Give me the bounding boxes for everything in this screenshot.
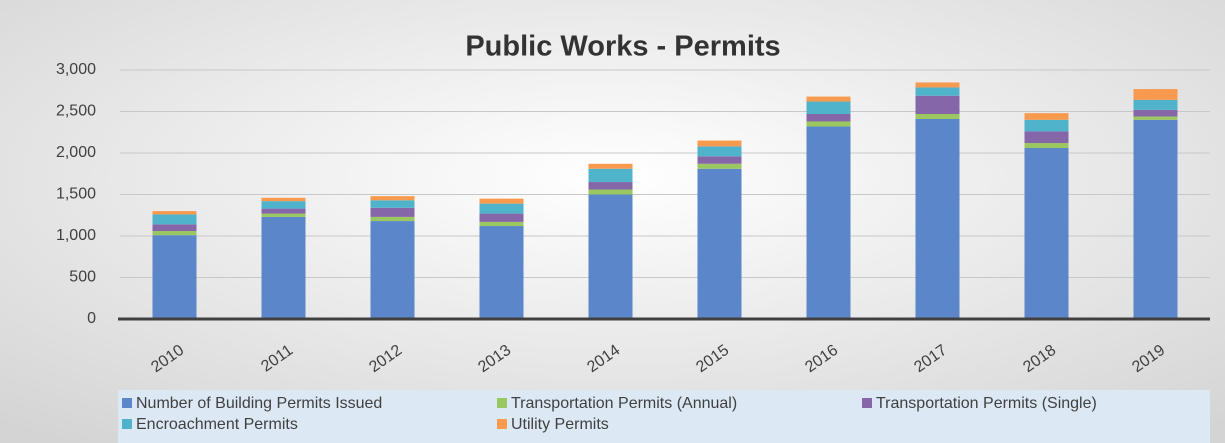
bar-segment (152, 211, 197, 215)
legend-label: Transportation Permits (Annual) (511, 395, 737, 412)
bar-segment (1133, 116, 1178, 120)
legend-swatch (122, 419, 132, 429)
bar-segment (152, 214, 197, 225)
bar-segment (697, 140, 742, 147)
bar-segment (261, 216, 306, 319)
bar-segment (152, 231, 197, 236)
bar-segment (806, 101, 851, 114)
legend-label: Utility Permits (511, 416, 609, 433)
y-tick-label: 500 (69, 269, 96, 286)
bar-segment (1133, 99, 1178, 110)
bar-segment (915, 113, 960, 119)
bar-segment (1133, 109, 1178, 117)
bar-segment (806, 121, 851, 127)
bar-segment (697, 146, 742, 157)
y-tick-label: 1,500 (56, 186, 96, 203)
bar-segment (261, 197, 306, 202)
bar-segment (806, 113, 851, 122)
bar-segment (588, 168, 633, 183)
bar-segment (588, 194, 633, 319)
bar-segment (479, 203, 524, 214)
legend-label: Transportation Permits (Single) (876, 395, 1097, 412)
legend-label: Number of Building Permits Issued (136, 395, 382, 412)
bar-segment (479, 221, 524, 227)
legend-box (118, 390, 1210, 443)
bar-segment (152, 224, 197, 232)
bar-segment (588, 189, 633, 195)
y-tick-label: 3,000 (56, 61, 96, 78)
bar-segment (370, 221, 415, 319)
bar-segment (1024, 113, 1069, 120)
bar-segment (1024, 148, 1069, 319)
bar-segment (1024, 119, 1069, 132)
bar-segment (261, 213, 306, 217)
bar-segment (261, 201, 306, 209)
bar-segment (915, 87, 960, 96)
bar-segment (1024, 143, 1069, 149)
bar-segment (915, 95, 960, 114)
bar-segment (697, 163, 742, 169)
bar-segment (261, 208, 306, 214)
bar-segment (915, 118, 960, 319)
bar-segment (370, 207, 415, 217)
bar-segment (806, 96, 851, 102)
y-tick-label: 1,000 (56, 227, 96, 244)
bar-segment (588, 182, 633, 190)
legend-label: Encroachment Permits (136, 416, 298, 433)
legend-swatch (862, 398, 872, 408)
legend-swatch (497, 398, 507, 408)
bar-segment (1133, 119, 1178, 319)
bar-segment (1133, 89, 1178, 100)
bar-segment (697, 156, 742, 164)
bar-segment (806, 126, 851, 319)
bar-segment (152, 235, 197, 319)
bar-segment (697, 168, 742, 319)
bar-segment (370, 196, 415, 201)
legend-swatch (497, 419, 507, 429)
y-tick-label: 2,500 (56, 103, 96, 120)
y-tick-label: 2,000 (56, 144, 96, 161)
bar-segment (915, 82, 960, 88)
bar-segment (479, 213, 524, 222)
bar-segment (479, 198, 524, 204)
bar-segment (588, 163, 633, 169)
bar-segment (479, 226, 524, 319)
chart-title: Public Works - Permits (465, 31, 780, 63)
bar-segment (1024, 131, 1069, 144)
legend-swatch (122, 398, 132, 408)
bar-segment (370, 200, 415, 208)
bar-segment (370, 216, 415, 222)
y-tick-label: 0 (87, 310, 96, 327)
